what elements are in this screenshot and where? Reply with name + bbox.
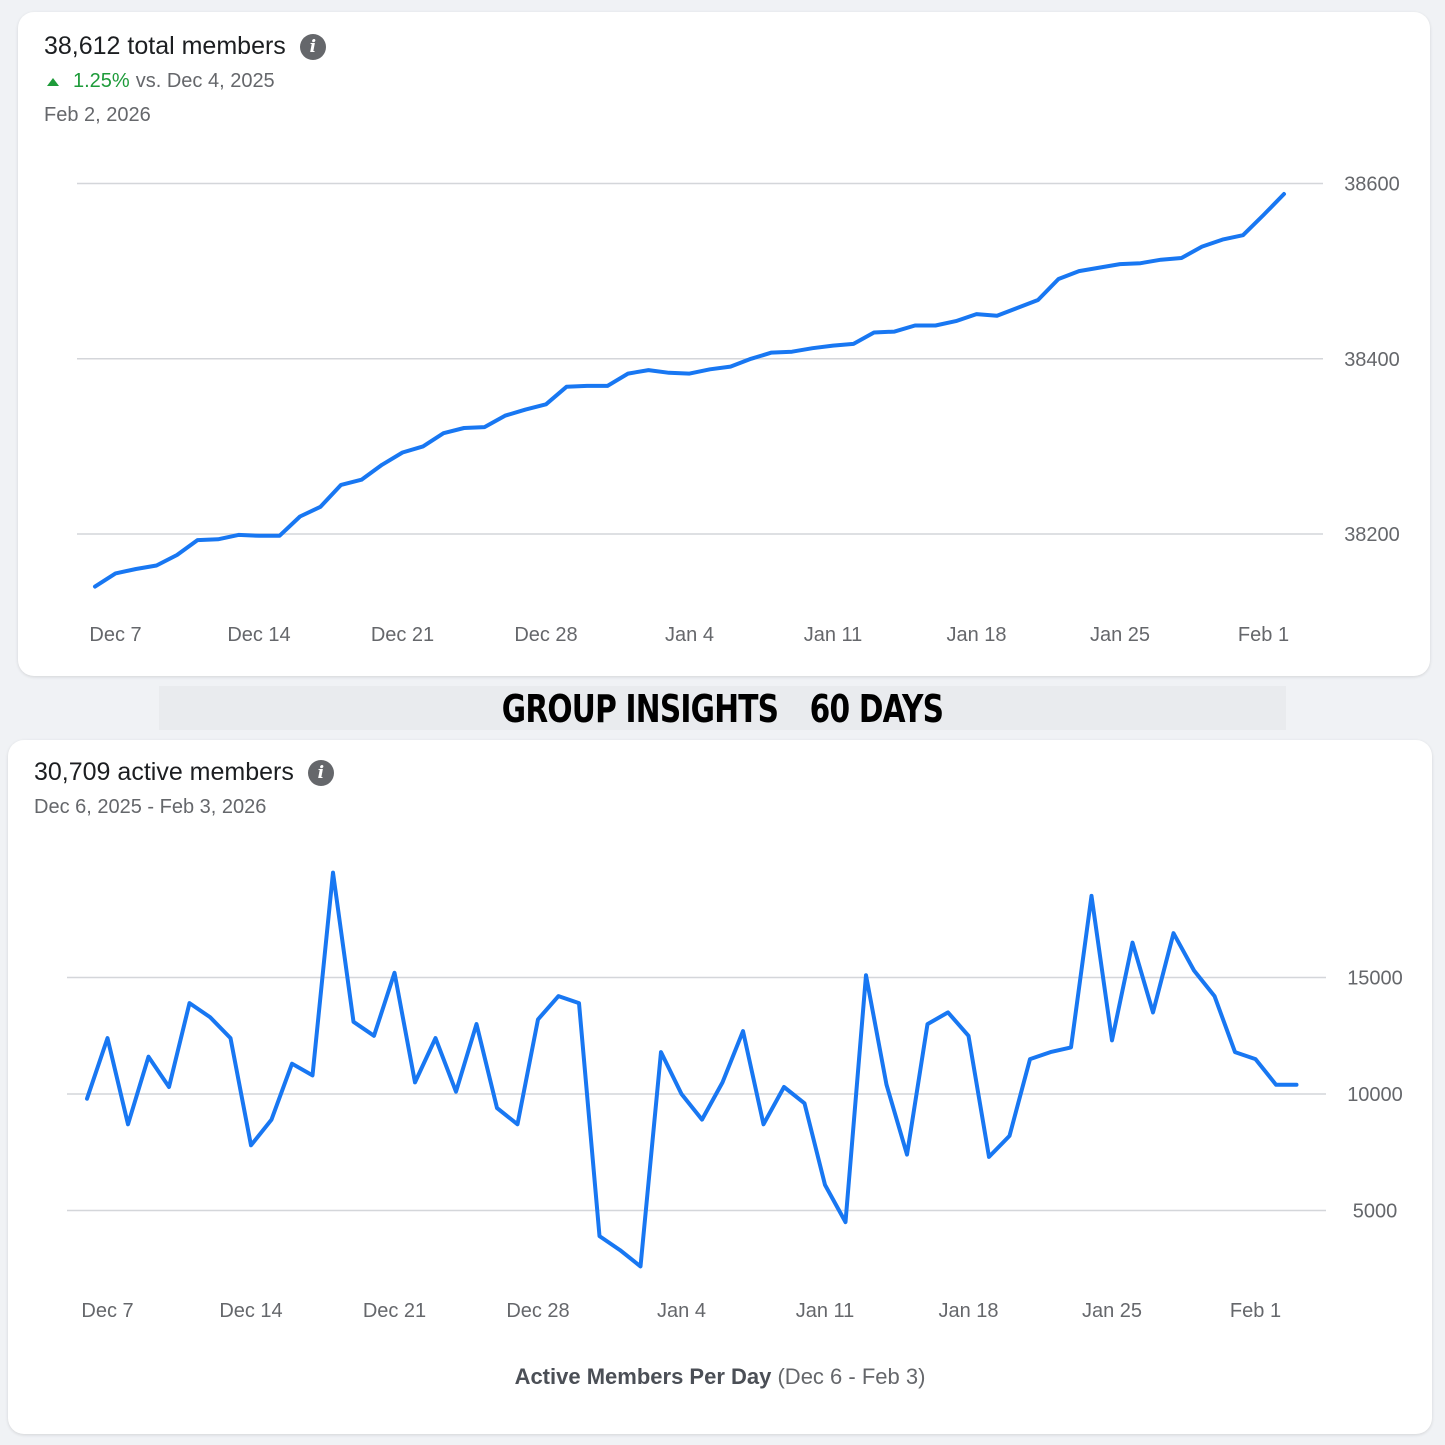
total-members-title: 38,612 total members — [44, 32, 286, 60]
series-line — [93, 192, 1286, 589]
change-indicator: 1.25% vs. Dec 4, 2025 — [44, 70, 275, 93]
total-members-card: 38,612 total members i 1.25% vs. Dec 4, … — [18, 12, 1430, 676]
x-tick-label: Dec 14 — [227, 624, 290, 646]
active-members-chart: 5000 10000 15000 Dec 7 Dec 14 Dec 21 Dec 28 Jan… — [67, 870, 1403, 1322]
x-tick-label: Dec 21 — [371, 624, 434, 646]
x-tick-label: Dec 7 — [81, 1300, 133, 1322]
x-tick-label: Jan 18 — [946, 624, 1006, 646]
active-members-date-range: Dec 6, 2025 - Feb 3, 2026 — [34, 796, 267, 818]
y-tick-label: 5000 — [1353, 1201, 1398, 1223]
page-banner: GROUP INSIGHTS 60 DAYS — [158, 686, 1287, 731]
active-members-headline: 30,709 active members i — [34, 758, 334, 787]
x-tick-label: Jan 11 — [804, 624, 863, 646]
active-members-card: 30,709 active members i Dec 6, 2025 - Fe… — [8, 740, 1432, 1434]
banner-title: GROUP INSIGHTS — [501, 687, 779, 731]
change-reference: vs. Dec 4, 2025 — [135, 70, 275, 92]
caption-title: Active Members Per Day — [514, 1364, 772, 1389]
x-tick-label: Jan 25 — [1090, 624, 1150, 646]
chart-caption: Active Members Per Day (Dec 6 - Feb 3) — [8, 1364, 1432, 1390]
active-members-title: 30,709 active members — [34, 758, 294, 786]
y-tick-label: 15000 — [1347, 968, 1403, 990]
change-percent: 1.25% — [73, 70, 130, 92]
x-tick-label: Jan 25 — [1082, 1300, 1142, 1322]
banner-period: 60 DAYS — [809, 687, 944, 731]
caption-range: (Dec 6 - Feb 3) — [777, 1364, 926, 1389]
y-tick-label: 38200 — [1344, 524, 1400, 546]
y-tick-label: 10000 — [1347, 1084, 1403, 1106]
x-tick-label: Dec 7 — [89, 624, 141, 646]
x-tick-label: Dec 28 — [514, 624, 577, 646]
series-line — [85, 870, 1299, 1269]
total-members-date: Feb 2, 2026 — [44, 104, 151, 126]
total-members-chart: 38200 38400 38600 Dec 7 Dec 14 Dec 21 Dec 28 Ja… — [77, 174, 1400, 646]
info-icon[interactable]: i — [307, 759, 334, 786]
x-tick-label: Dec 21 — [363, 1300, 426, 1322]
x-tick-label: Dec 28 — [506, 1300, 569, 1322]
x-tick-label: Jan 11 — [796, 1300, 855, 1322]
x-tick-label: Jan 4 — [665, 624, 714, 646]
up-arrow-icon — [47, 77, 59, 86]
x-tick-label: Dec 14 — [219, 1300, 282, 1322]
x-tick-label: Feb 1 — [1238, 624, 1289, 646]
x-tick-label: Jan 4 — [657, 1300, 706, 1322]
y-tick-label: 38400 — [1344, 349, 1400, 371]
total-members-headline: 38,612 total members i — [44, 32, 326, 61]
info-icon[interactable]: i — [299, 33, 326, 60]
y-tick-label: 38600 — [1344, 174, 1400, 196]
x-tick-label: Feb 1 — [1230, 1300, 1281, 1322]
x-tick-label: Jan 18 — [938, 1300, 998, 1322]
